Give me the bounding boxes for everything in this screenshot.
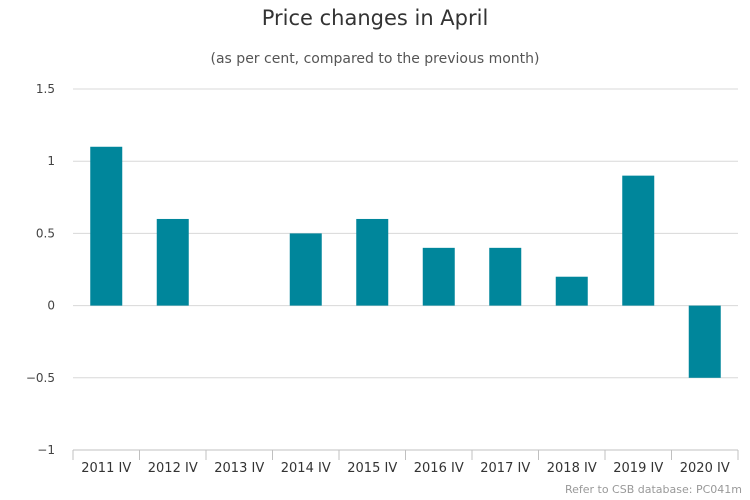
y-tick-label: −0.5 xyxy=(26,371,55,385)
x-tick-label: 2018 IV xyxy=(547,461,597,476)
bar xyxy=(622,175,655,306)
x-tick-label: 2016 IV xyxy=(414,461,464,476)
y-tick-label: 1.5 xyxy=(36,82,55,96)
x-tick-label: 2015 IV xyxy=(347,461,397,476)
source-credit: Refer to CSB database: PC041m xyxy=(564,483,742,496)
y-tick-label: −1 xyxy=(37,443,55,457)
bar xyxy=(555,276,588,306)
y-tick-label: 1 xyxy=(47,154,55,168)
y-axis-labels: −1 −0.5 0 0.5 1 1.5 xyxy=(26,82,55,457)
x-tick-label: 2013 IV xyxy=(214,461,264,476)
x-tick-label: 2011 IV xyxy=(81,461,131,476)
x-tick-label: 2014 IV xyxy=(281,461,331,476)
x-tick-label: 2012 IV xyxy=(148,461,198,476)
bar xyxy=(156,218,189,306)
bar xyxy=(90,146,123,306)
chart-title: Price changes in April xyxy=(261,6,489,30)
bar xyxy=(289,233,322,306)
x-axis: 2011 IV 2012 IV 2013 IV 2014 IV 2015 IV 2016 … xyxy=(72,449,739,476)
x-tick-label: 2017 IV xyxy=(480,461,530,476)
bar xyxy=(688,305,721,378)
bars xyxy=(90,146,721,378)
x-tick-label: 2020 IV xyxy=(680,461,730,476)
y-tick-label: 0 xyxy=(47,299,55,313)
bar xyxy=(422,247,455,306)
bar xyxy=(489,247,522,306)
y-tick-label: 0.5 xyxy=(36,226,55,240)
chart-subtitle: (as per cent, compared to the previous m… xyxy=(210,51,540,67)
x-tick-label: 2019 IV xyxy=(613,461,663,476)
bar xyxy=(356,218,389,306)
